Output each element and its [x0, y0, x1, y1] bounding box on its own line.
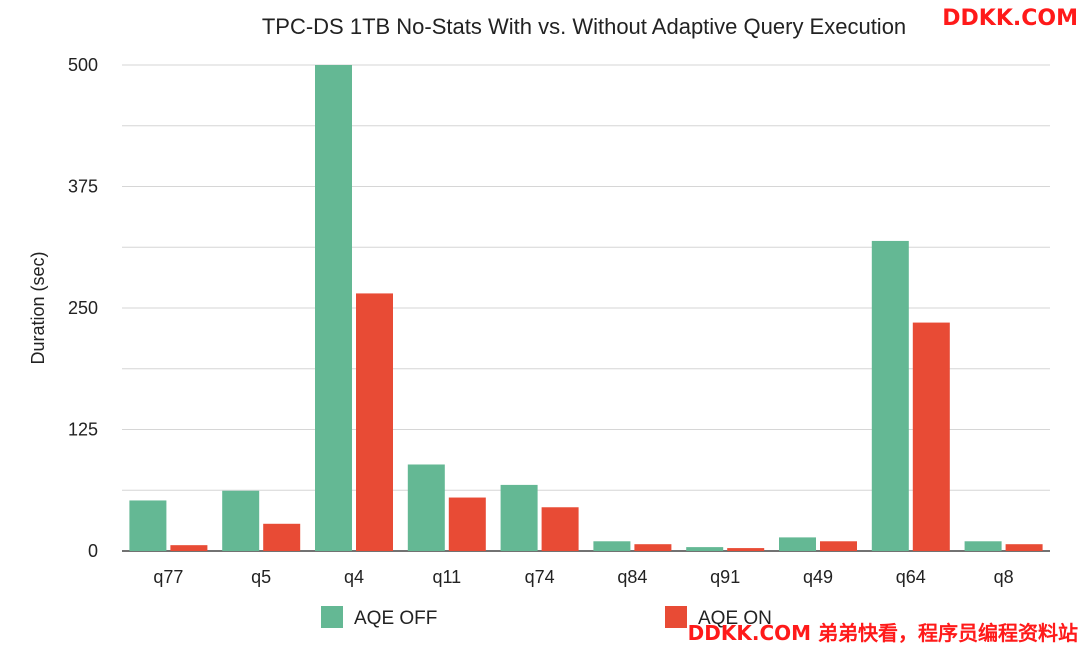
x-tick-label: q4	[344, 567, 364, 587]
bar-aqe-on-q91	[727, 548, 765, 551]
x-tick-label: q91	[710, 567, 740, 587]
bar-aqe-on-q74	[541, 507, 579, 551]
bar-aqe-on-q77	[170, 545, 208, 551]
legend-swatch	[665, 606, 687, 628]
tick-labels: 0 125 250 375 500 q77 q5 q4 q11 q74 q84 q91 q49 q64 q8	[68, 55, 1014, 587]
watermark-bottom: DDKK.COM 弟弟快看，程序员编程资料站	[688, 621, 1078, 645]
bar-aqe-off-q49	[779, 537, 816, 551]
bar-aqe-off-q64	[871, 240, 909, 551]
legend-label: AQE OFF	[354, 608, 437, 629]
x-tick-label: q8	[994, 567, 1014, 587]
bar-aqe-on-q49	[820, 541, 857, 551]
bar-aqe-on-q64	[912, 322, 950, 551]
chart-title: TPC-DS 1TB No-Stats With vs. Without Ada…	[262, 14, 906, 39]
legend: AQE OFF AQE ON	[321, 606, 772, 629]
bars	[129, 65, 1043, 551]
x-tick-label: q11	[432, 567, 461, 587]
x-tick-label: q74	[525, 567, 555, 587]
bar-aqe-on-q84	[634, 544, 672, 551]
y-tick-label: 375	[68, 177, 98, 197]
bar-aqe-on-q4	[356, 293, 393, 551]
bar-aqe-off-q74	[500, 484, 538, 551]
y-tick-label: 0	[88, 541, 98, 561]
legend-label: AQE ON	[698, 608, 772, 629]
bar-aqe-off-q77	[129, 500, 167, 551]
watermark-top: DDKK.COM	[942, 6, 1078, 31]
bar-aqe-off-q11	[407, 464, 445, 551]
x-tick-label: q5	[251, 567, 271, 587]
y-tick-label: 500	[68, 55, 98, 75]
x-tick-label: q64	[896, 567, 926, 587]
x-tick-label: q49	[803, 567, 833, 587]
bar-aqe-on-q5	[263, 523, 301, 551]
x-tick-label: q84	[617, 567, 647, 587]
y-tick-label: 125	[68, 420, 98, 440]
bar-aqe-off-q5	[222, 490, 260, 551]
bar-aqe-off-q84	[593, 541, 631, 551]
bar-aqe-off-q8	[964, 541, 1002, 551]
bar-aqe-on-q8	[1005, 544, 1043, 551]
bar-aqe-off-q91	[686, 547, 724, 551]
y-tick-label: 250	[68, 298, 98, 318]
bar-aqe-off-q4	[315, 65, 352, 551]
bar-aqe-on-q11	[448, 497, 486, 551]
x-tick-label: q77	[153, 567, 183, 587]
legend-swatch	[321, 606, 343, 628]
y-axis-label: Duration (sec)	[28, 251, 48, 364]
gridlines	[122, 64, 1050, 552]
